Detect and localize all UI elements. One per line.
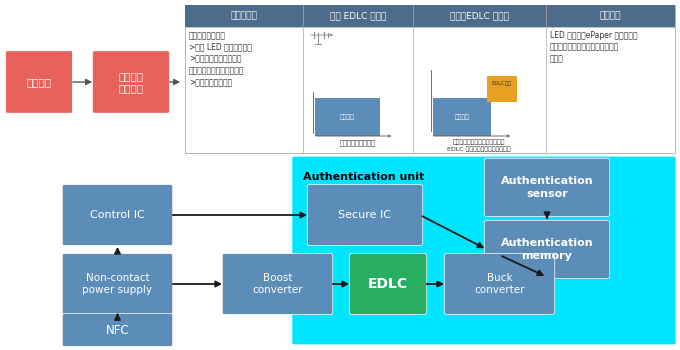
Bar	[487, 76, 517, 102]
Text: 没有 EDLC 的情况: 没有 EDLC 的情况	[330, 12, 386, 21]
Text: 瞬间高输出的辅助
>提高 LED 闪光灯的输出
>应对电机的高峰值负荷
对电源的不足输出提供辅助
>无线通信时的辅助: 瞬间高输出的辅助 >提高 LED 闪光灯的输出 >应对电机的高峰值负荷 对电源的…	[189, 31, 252, 87]
Text: 电池输出: 电池输出	[340, 114, 355, 120]
Text: Buck
converter: Buck converter	[474, 273, 525, 295]
Text: LED 闪光灯、ePaper 画面切换、
电机、智能仪表等瞬间需要大电流
的应用: LED 闪光灯、ePaper 画面切换、 电机、智能仪表等瞬间需要大电流 的应用	[550, 31, 638, 64]
FancyBboxPatch shape	[222, 254, 333, 314]
Text: 峰值输出
辅助电源: 峰值输出 辅助电源	[118, 71, 143, 93]
Text: EDLC: EDLC	[368, 277, 408, 291]
Text: Control IC: Control IC	[90, 210, 145, 220]
Bar	[315, 98, 380, 136]
Bar	[413, 5, 546, 27]
Text: 来自电池的恒定输出: 来自电池的恒定输出	[340, 140, 376, 146]
Text: 应用示例: 应用示例	[600, 12, 622, 21]
Text: Authentication unit: Authentication unit	[303, 172, 424, 182]
FancyBboxPatch shape	[92, 51, 170, 113]
Text: 电池＋EDLC 的情况: 电池＋EDLC 的情况	[450, 12, 509, 21]
FancyBboxPatch shape	[484, 159, 610, 216]
Bar	[303, 5, 413, 27]
Text: 除了来自电池的恒定输出之外，
EDLC 还辅助性地对输出提供支持: 除了来自电池的恒定输出之外， EDLC 还辅助性地对输出提供支持	[447, 139, 511, 152]
Bar	[433, 98, 491, 136]
FancyBboxPatch shape	[5, 51, 73, 113]
FancyBboxPatch shape	[444, 254, 555, 314]
FancyBboxPatch shape	[63, 314, 173, 346]
Text: Boost
converter: Boost converter	[252, 273, 303, 295]
Bar	[185, 5, 675, 153]
Text: 电池输出: 电池输出	[454, 114, 469, 120]
FancyBboxPatch shape	[484, 220, 610, 278]
Text: EDLC输出: EDLC输出	[492, 81, 512, 86]
FancyBboxPatch shape	[292, 156, 676, 344]
FancyBboxPatch shape	[63, 254, 173, 314]
FancyBboxPatch shape	[350, 254, 427, 314]
Bar	[546, 5, 675, 27]
Bar	[185, 5, 303, 27]
Text: 效果和用途: 效果和用途	[231, 12, 258, 21]
FancyBboxPatch shape	[307, 184, 423, 245]
Text: Secure IC: Secure IC	[339, 210, 392, 220]
Text: NFC: NFC	[105, 323, 129, 336]
Text: Authentication
sensor: Authentication sensor	[500, 176, 594, 199]
FancyBboxPatch shape	[63, 184, 173, 245]
Text: 电池辅助: 电池辅助	[27, 77, 52, 87]
Text: Authentication
memory: Authentication memory	[500, 238, 594, 261]
Text: Non-contact
power supply: Non-contact power supply	[82, 273, 152, 295]
